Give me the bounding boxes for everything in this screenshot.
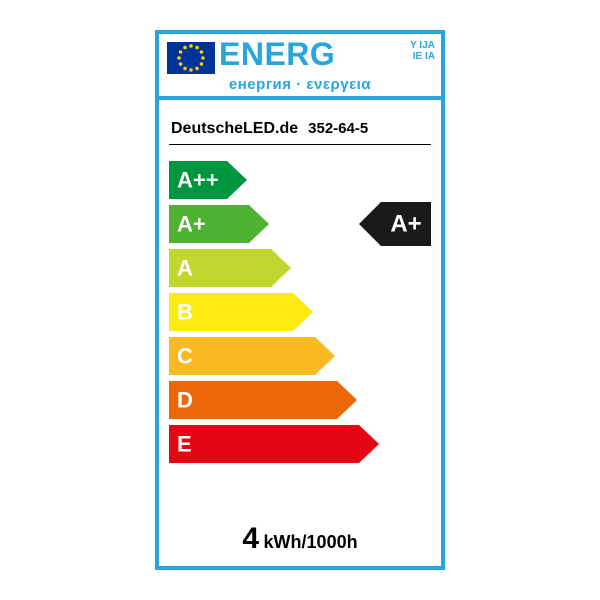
consumption-unit: kWh/1000h (264, 532, 358, 552)
scale-row-letter: E (177, 432, 192, 457)
efficiency-scale: A++ A+ ABCDE A+ (169, 161, 441, 481)
scale-row (169, 381, 357, 419)
energy-label: ENERG Y IJA IE IA енергия · ενεργεια Deu… (155, 30, 445, 570)
scale-svg: A++ A+ ABCDE A+ (169, 161, 439, 481)
header-suffixes: Y IJA IE IA (410, 40, 435, 62)
scale-row-letter: C (177, 344, 193, 369)
scale-row-letter: B (177, 300, 193, 325)
consumption-row: 4 kWh/1000h (159, 522, 441, 556)
header-title: ENERG (219, 38, 335, 70)
label-header: ENERG Y IJA IE IA енергия · ενεργεια (159, 34, 441, 112)
brand-name: DeutscheLED.de (171, 120, 298, 138)
rating-indicator-letter: A+ (390, 211, 421, 238)
header-transliteration: енергия · ενεργεια (167, 76, 433, 93)
model-number: 352-64-5 (308, 120, 368, 137)
product-row: DeutscheLED.de 352-64-5 (159, 112, 441, 142)
eu-flag-icon (167, 42, 215, 74)
scale-row-letter: A+ (177, 212, 206, 237)
consumption-value: 4 (242, 522, 259, 555)
scale-row (169, 337, 335, 375)
header-bar (159, 96, 441, 100)
scale-row (169, 425, 379, 463)
scale-row-letter: D (177, 388, 193, 413)
scale-row-letter: A++ (177, 168, 219, 193)
divider (169, 144, 431, 145)
scale-row-letter: A (177, 256, 193, 281)
